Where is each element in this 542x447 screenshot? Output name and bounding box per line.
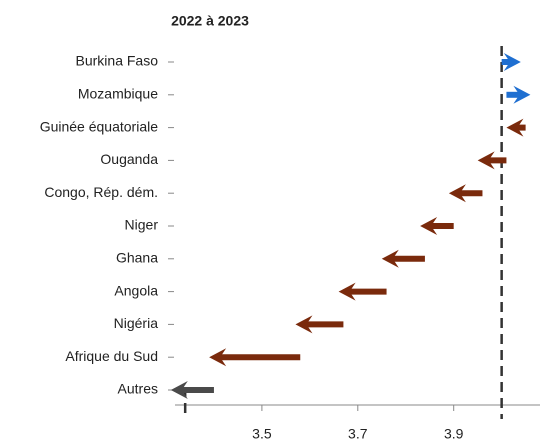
arrow-head bbox=[295, 315, 313, 334]
y-tick-label: Niger bbox=[125, 217, 159, 233]
arrow-head bbox=[513, 85, 531, 104]
y-tick-label: Congo, Rép. dém. bbox=[44, 184, 158, 200]
y-tick-label: Afrique du Sud bbox=[65, 348, 158, 364]
arrow-head bbox=[477, 151, 495, 170]
y-tick-label: Nigéria bbox=[114, 315, 159, 331]
y-tick-label: Mozambique bbox=[78, 86, 158, 102]
y-tick-label: Autres bbox=[118, 381, 158, 397]
chart-subtitle: 2022 à 2023 bbox=[171, 13, 249, 29]
y-tick-label: Burkina Faso bbox=[76, 53, 159, 69]
arrow-head bbox=[506, 118, 524, 137]
arrow-head bbox=[338, 282, 356, 301]
x-tick-label: 3.9 bbox=[444, 426, 464, 442]
y-tick-label: Ouganda bbox=[100, 151, 158, 167]
arrow-head bbox=[381, 249, 399, 268]
arrow-head bbox=[209, 348, 227, 367]
x-tick-label: 3.7 bbox=[348, 426, 368, 442]
arrow-head bbox=[420, 217, 438, 235]
arrow-head bbox=[448, 184, 466, 203]
x-tick-label: 3.5 bbox=[252, 426, 272, 442]
y-tick-label: Ghana bbox=[116, 250, 158, 266]
arrow-head bbox=[503, 53, 521, 71]
arrow-head bbox=[170, 381, 188, 399]
y-tick-label: Angola bbox=[114, 282, 158, 298]
y-tick-label: Guinée équatoriale bbox=[40, 118, 159, 134]
